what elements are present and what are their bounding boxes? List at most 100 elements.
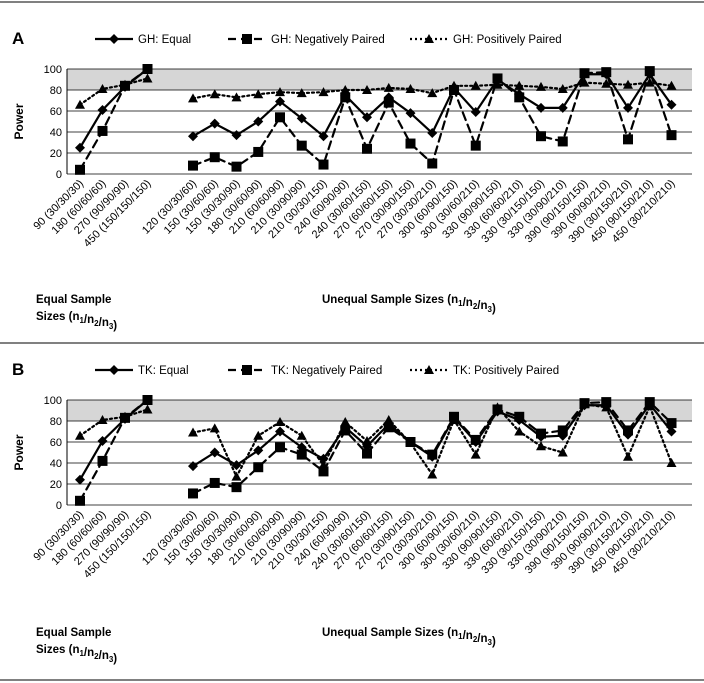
legend-marker xyxy=(109,34,119,44)
data-point xyxy=(275,87,285,97)
data-point xyxy=(97,125,108,136)
data-point xyxy=(666,418,677,429)
data-point xyxy=(666,80,677,90)
data-point xyxy=(253,116,264,127)
data-point xyxy=(666,426,677,437)
data-point xyxy=(492,73,503,84)
data-point xyxy=(536,131,546,142)
legend: GH: Equal GH: Negatively Paired GH: Positi… xyxy=(95,34,562,46)
y-tick-label: 40 xyxy=(50,458,62,470)
y-tick-label: 0 xyxy=(56,169,62,181)
legend: TK: Equal TK: Negatively Paired TK: Positi… xyxy=(95,365,559,377)
data-point xyxy=(405,438,416,448)
unequal-group-label: Unequal Sample Sizes (n1/n2/n3) xyxy=(322,627,496,648)
panel-b: B TK: Equal TK: Negatively Paired TK: Posi… xyxy=(12,360,692,665)
data-point xyxy=(188,461,198,472)
y-tick-label: 100 xyxy=(44,395,62,407)
data-point xyxy=(275,426,285,437)
data-point xyxy=(253,89,264,99)
panel-letter: A xyxy=(12,29,24,48)
data-point xyxy=(362,112,372,123)
data-point xyxy=(427,449,438,460)
data-point xyxy=(383,422,394,433)
data-point xyxy=(362,85,372,94)
data-point xyxy=(188,488,198,499)
data-point xyxy=(405,83,416,93)
data-point xyxy=(557,447,568,457)
equal-group-label-line2: Sizes (n1/n2/n3) xyxy=(36,311,117,332)
data-point xyxy=(340,85,351,94)
data-point xyxy=(120,79,130,89)
series-line-equal xyxy=(78,77,149,106)
legend-label: TK: Equal xyxy=(138,365,189,377)
data-point xyxy=(231,92,242,102)
data-point xyxy=(623,451,633,461)
data-point xyxy=(427,469,438,479)
data-point xyxy=(275,96,285,107)
data-point xyxy=(383,97,394,108)
data-point xyxy=(75,430,85,440)
data-point xyxy=(75,99,85,109)
data-point xyxy=(557,102,568,113)
data-point xyxy=(318,466,329,477)
data-point xyxy=(231,471,242,481)
data-point xyxy=(209,477,220,488)
data-point xyxy=(97,435,108,446)
equal-group-label-line1: Equal Sample xyxy=(36,627,111,639)
series-line-equal xyxy=(78,67,149,171)
data-point xyxy=(536,441,546,451)
y-axis-label: Power xyxy=(12,434,26,470)
data-point xyxy=(514,411,525,422)
shaded-band xyxy=(67,69,692,90)
data-point xyxy=(449,85,459,95)
data-point xyxy=(362,143,372,154)
data-point xyxy=(405,138,416,149)
data-point xyxy=(623,102,633,113)
data-point xyxy=(470,434,481,445)
data-point xyxy=(470,140,481,151)
legend-label: GH: Equal xyxy=(138,34,191,46)
data-point xyxy=(275,417,285,427)
legend-marker xyxy=(242,34,252,44)
data-point xyxy=(340,92,351,103)
data-point xyxy=(623,134,633,145)
data-point xyxy=(275,112,285,123)
data-point xyxy=(97,104,108,115)
data-point xyxy=(579,68,590,79)
legend-label: TK: Negatively Paired xyxy=(271,365,382,377)
data-point xyxy=(557,83,568,93)
data-point xyxy=(666,99,677,110)
data-point xyxy=(470,107,481,118)
data-point xyxy=(209,152,220,163)
data-point xyxy=(142,73,153,83)
data-point xyxy=(470,80,481,90)
data-point xyxy=(623,425,633,436)
data-point xyxy=(142,64,153,74)
data-point xyxy=(601,397,612,408)
data-point xyxy=(231,130,242,141)
equal-group-label-line2: Sizes (n1/n2/n3) xyxy=(36,644,117,665)
data-point xyxy=(142,404,153,414)
data-point xyxy=(666,458,677,467)
data-point xyxy=(253,430,264,440)
shaded-band xyxy=(67,400,692,421)
data-point xyxy=(383,82,394,92)
data-point xyxy=(601,67,612,78)
legend-marker xyxy=(242,365,252,375)
legend-marker xyxy=(424,34,434,43)
legend-marker xyxy=(424,365,434,374)
data-point xyxy=(231,161,242,172)
data-point xyxy=(97,83,108,93)
data-point xyxy=(644,77,655,87)
data-point xyxy=(209,447,220,458)
data-point xyxy=(644,66,655,77)
data-point xyxy=(579,399,590,409)
data-point xyxy=(318,131,329,142)
y-tick-label: 20 xyxy=(50,479,62,491)
data-point xyxy=(536,81,546,91)
data-point xyxy=(362,448,372,459)
y-tick-label: 60 xyxy=(50,437,62,449)
data-point xyxy=(492,79,503,89)
y-axis-label: Power xyxy=(12,103,26,139)
